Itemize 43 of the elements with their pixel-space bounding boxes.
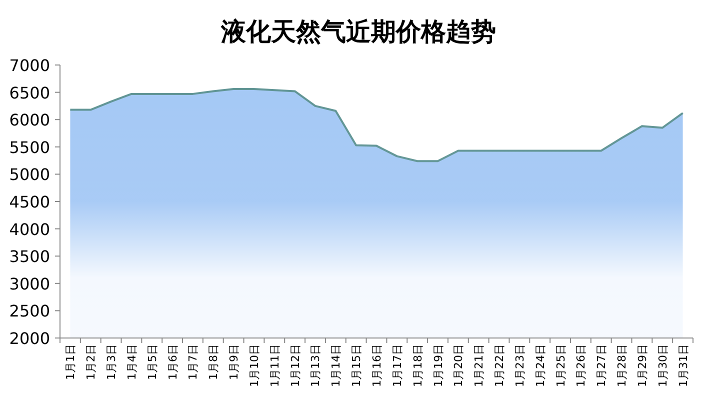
y-tick-label: 2500 <box>9 302 50 321</box>
x-tick-label: 1月24日 <box>534 344 547 387</box>
x-tick-label: 1月19日 <box>432 344 445 387</box>
x-tick-label: 1月29日 <box>636 344 649 387</box>
x-tick-label: 1月27日 <box>595 344 608 387</box>
chart-title: 液化天然气近期价格趋势 <box>220 17 496 46</box>
x-tick-label: 1月4日 <box>125 344 138 380</box>
x-tick-label: 1月16日 <box>370 344 384 387</box>
y-tick-label: 2000 <box>9 329 50 348</box>
y-tick-label: 6000 <box>9 110 50 130</box>
x-tick-label: 1月5日 <box>146 344 159 380</box>
x-tick-label: 1月12日 <box>288 344 302 387</box>
x-tick-label: 1月15日 <box>350 344 364 387</box>
x-tick-label: 1月6日 <box>166 344 180 380</box>
x-tick-label: 1月1日 <box>64 344 78 380</box>
x-tick-label: 1月14日 <box>330 344 343 387</box>
x-tick-label: 1月23日 <box>513 344 526 387</box>
x-tick-label: 1月10日 <box>248 344 261 387</box>
x-tick-label: 1月28日 <box>616 344 629 387</box>
x-tick-label: 1月7日 <box>186 344 200 380</box>
y-tick-label: 7000 <box>9 56 50 75</box>
y-tick-label: 5500 <box>9 138 50 157</box>
x-tick-label: 1月11日 <box>268 344 282 387</box>
x-tick-label: 1月8日 <box>207 344 220 380</box>
x-tick-label: 1月26日 <box>574 344 588 387</box>
x-tick-label: 1月13日 <box>309 344 322 387</box>
x-tick-label: 1月22日 <box>493 344 506 387</box>
x-tick-label: 1月30日 <box>656 344 670 387</box>
y-tick-label: 6500 <box>9 83 50 102</box>
x-tick-label: 1月18日 <box>411 344 424 387</box>
x-tick-label: 1月2日 <box>84 344 98 380</box>
x-tick-label: 1月21日 <box>472 344 486 387</box>
y-tick-label: 3500 <box>9 247 50 266</box>
y-tick-label: 4500 <box>9 192 50 212</box>
x-tick-label: 1月17日 <box>390 344 404 387</box>
x-tick-label: 1月9日 <box>228 344 241 380</box>
x-tick-label: 1月31日 <box>676 344 690 387</box>
y-tick-label: 5000 <box>9 165 50 184</box>
x-tick-label: 1月3日 <box>105 344 118 380</box>
x-tick-label: 1月20日 <box>452 344 466 387</box>
y-tick-label: 4000 <box>9 220 50 239</box>
y-tick-label: 3000 <box>9 274 50 294</box>
x-tick-label: 1月25日 <box>554 344 568 387</box>
